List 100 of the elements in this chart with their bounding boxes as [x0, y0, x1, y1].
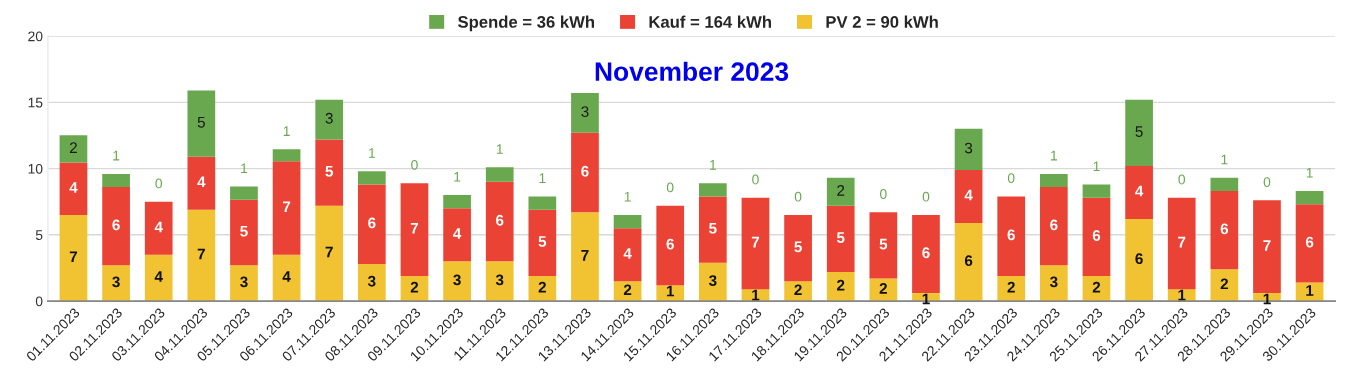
data-label: 3 — [325, 112, 333, 124]
bar — [272, 149, 301, 162]
bar — [826, 271, 855, 302]
bar — [187, 90, 216, 157]
bar — [1039, 173, 1068, 188]
data-label: 7 — [751, 236, 760, 248]
data-label: 6 — [112, 219, 120, 231]
bar — [485, 181, 514, 262]
bar — [357, 171, 386, 185]
bar — [315, 139, 344, 206]
data-label: 1 — [1051, 150, 1058, 161]
data-label: 1 — [1178, 289, 1186, 301]
data-label: 0 — [155, 178, 163, 189]
bar — [954, 222, 983, 302]
bar — [59, 135, 88, 163]
bar — [144, 254, 173, 302]
data-label: 5 — [794, 241, 802, 253]
bar — [1125, 165, 1153, 219]
data-label: 6 — [964, 255, 973, 267]
bar — [315, 205, 344, 302]
data-label: 4 — [154, 221, 163, 233]
data-label: 7 — [197, 248, 205, 260]
data-label: 1 — [496, 144, 503, 154]
data-label: 2 — [879, 283, 887, 294]
data-label: 7 — [69, 251, 78, 262]
data-label: 6 — [1305, 236, 1314, 248]
data-label: 4 — [282, 271, 291, 282]
bar — [741, 197, 770, 290]
data-label: 4 — [1135, 185, 1144, 197]
data-label: 5 — [325, 165, 334, 177]
bar — [1210, 177, 1239, 192]
bar — [272, 161, 301, 255]
y-tick-label: 15 — [28, 97, 43, 108]
data-label: 1 — [241, 163, 248, 173]
data-label: 5 — [197, 116, 205, 128]
data-label: 2 — [837, 185, 845, 196]
data-label: 2 — [1007, 281, 1015, 293]
data-label: 4 — [154, 271, 163, 282]
bar — [1082, 197, 1111, 276]
data-label: 0 — [1007, 173, 1015, 184]
bar — [571, 93, 599, 133]
bar — [443, 195, 471, 209]
bar — [443, 208, 471, 262]
data-label: 3 — [708, 275, 717, 286]
bar — [1210, 269, 1239, 302]
bar — [485, 167, 514, 182]
data-label: 4 — [623, 248, 632, 259]
data-label: 6 — [1007, 229, 1015, 241]
data-label: 1 — [113, 150, 120, 161]
data-label: 2 — [69, 142, 77, 153]
data-label: 0 — [411, 159, 418, 170]
data-label: 7 — [1263, 240, 1271, 251]
data-label: 2 — [836, 279, 845, 291]
bar — [1039, 187, 1068, 266]
data-label: 4 — [453, 228, 462, 239]
data-label: 1 — [1306, 285, 1314, 296]
bar — [230, 199, 258, 266]
data-label: 1 — [1306, 168, 1313, 178]
bar — [187, 156, 216, 210]
data-label: 2 — [1220, 278, 1228, 290]
legend-label: PV 2 = 90 kWh — [826, 15, 938, 28]
data-label: 5 — [1135, 126, 1143, 137]
data-label: 1 — [922, 293, 930, 305]
bar — [187, 209, 216, 302]
data-label: 3 — [964, 142, 973, 154]
data-label: 6 — [496, 214, 504, 226]
data-label: 6 — [1050, 219, 1058, 231]
bar — [912, 214, 940, 294]
data-label: 2 — [538, 281, 546, 293]
bar — [144, 201, 173, 255]
bar — [59, 214, 88, 302]
bar — [485, 261, 514, 302]
data-label: 0 — [1178, 174, 1186, 185]
data-label: 6 — [666, 238, 674, 250]
bar — [698, 183, 727, 197]
data-label: 7 — [282, 201, 291, 212]
bar — [400, 183, 429, 276]
data-label: 5 — [240, 225, 248, 237]
data-label: 1 — [283, 126, 290, 136]
data-label: 6 — [1092, 230, 1101, 241]
bar — [784, 214, 812, 282]
data-label: 5 — [879, 238, 888, 250]
data-label: 6 — [922, 247, 930, 259]
bar — [698, 262, 727, 302]
data-label: 0 — [1263, 177, 1271, 188]
bar — [528, 275, 557, 302]
data-label: 1 — [454, 172, 461, 182]
bar — [826, 177, 855, 206]
data-label: 2 — [794, 284, 802, 296]
bar — [571, 132, 599, 213]
data-label: 5 — [709, 222, 717, 234]
bar — [357, 184, 386, 264]
bar — [528, 209, 557, 276]
data-label: 7 — [325, 246, 333, 258]
bar — [826, 205, 855, 272]
text: November 2023 — [595, 61, 789, 82]
y-tick-label: 5 — [35, 230, 43, 240]
data-label: 4 — [69, 182, 78, 193]
bar — [1167, 197, 1196, 290]
bar — [1253, 200, 1281, 294]
